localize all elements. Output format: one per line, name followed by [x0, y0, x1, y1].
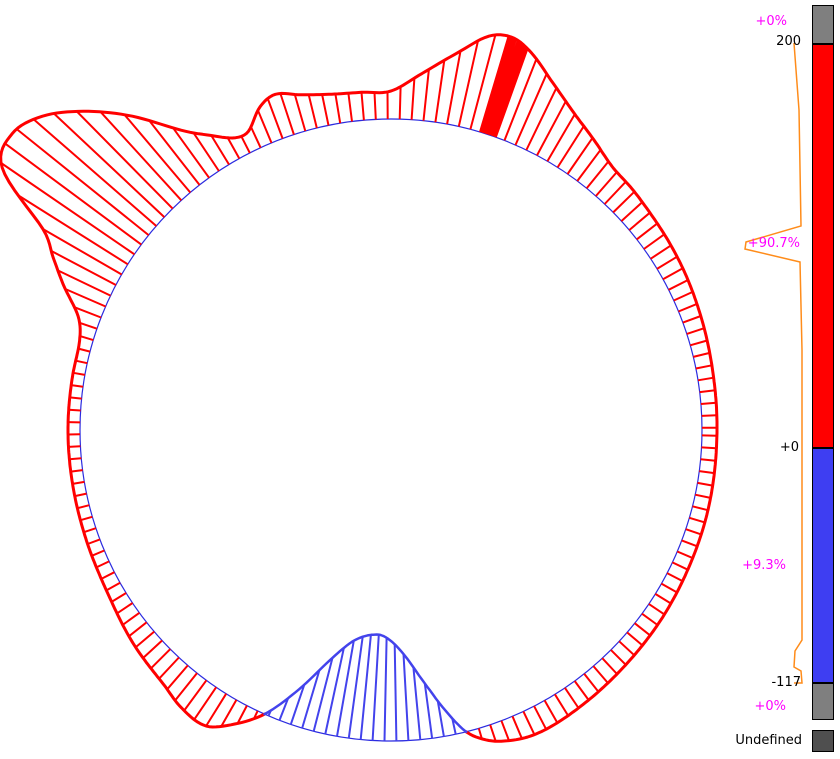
- scale-label: Undefined: [735, 733, 802, 748]
- scale-label: +90.7%: [747, 236, 800, 251]
- scale-label: +9.3%: [742, 558, 786, 573]
- scale-label: 200: [776, 34, 801, 49]
- profile-negative: [263, 633, 468, 734]
- nominal-circle: [79, 118, 703, 742]
- hatch-positive: [0, 34, 718, 742]
- colorbar-segment-negative-blue: [812, 448, 834, 683]
- undefined-color-swatch: [812, 730, 834, 752]
- colorbar-segment-positive-red: [812, 44, 834, 448]
- distribution-curve: [744, 42, 803, 684]
- profile-positive: [0, 33, 719, 743]
- scale-label: +0%: [755, 14, 787, 29]
- hatch-negative: [267, 634, 457, 742]
- colorbar-segment-above-range-gray: [812, 5, 834, 44]
- colorbar-segment-below-range-gray: [812, 683, 834, 720]
- scale-label: +0%: [754, 699, 786, 714]
- scale-label: +0: [779, 440, 799, 455]
- scale-label: -117: [771, 675, 801, 690]
